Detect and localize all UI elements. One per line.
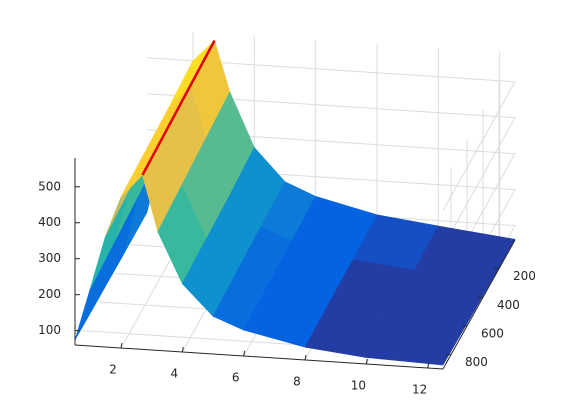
y-axis: [442, 239, 516, 370]
x-tick-label: 6: [232, 371, 240, 385]
z-tick-label: 500: [38, 179, 61, 193]
y-tick-label: 800: [465, 355, 488, 369]
x-tick: [365, 358, 368, 365]
x-tick: [181, 346, 184, 353]
x-axis: [74, 344, 444, 370]
y-tick-label: 600: [481, 327, 504, 341]
z-tick-label: 200: [38, 287, 61, 301]
x-tick-label: 10: [351, 379, 366, 393]
ridge-line: [141, 40, 216, 176]
surface-patch: [365, 313, 468, 366]
y-tick-label: 200: [513, 269, 536, 283]
x-tick-label: 8: [293, 375, 301, 389]
grid-line: [146, 57, 516, 212]
z-tick-label: 400: [38, 215, 61, 229]
z-tick-label: 100: [38, 323, 61, 337]
surface-patch: [74, 241, 115, 341]
y-tick-label: 400: [497, 298, 520, 312]
x-tick-label: 12: [412, 383, 427, 397]
grid-line: [146, 93, 516, 247]
z-tick-label: 300: [38, 251, 61, 265]
x-tick: [120, 342, 123, 349]
x-tick: [243, 350, 246, 357]
x-tick-label: 4: [171, 367, 179, 381]
x-tick: [427, 362, 430, 369]
x-tick-label: 2: [109, 363, 117, 377]
x-tick: [304, 354, 307, 361]
